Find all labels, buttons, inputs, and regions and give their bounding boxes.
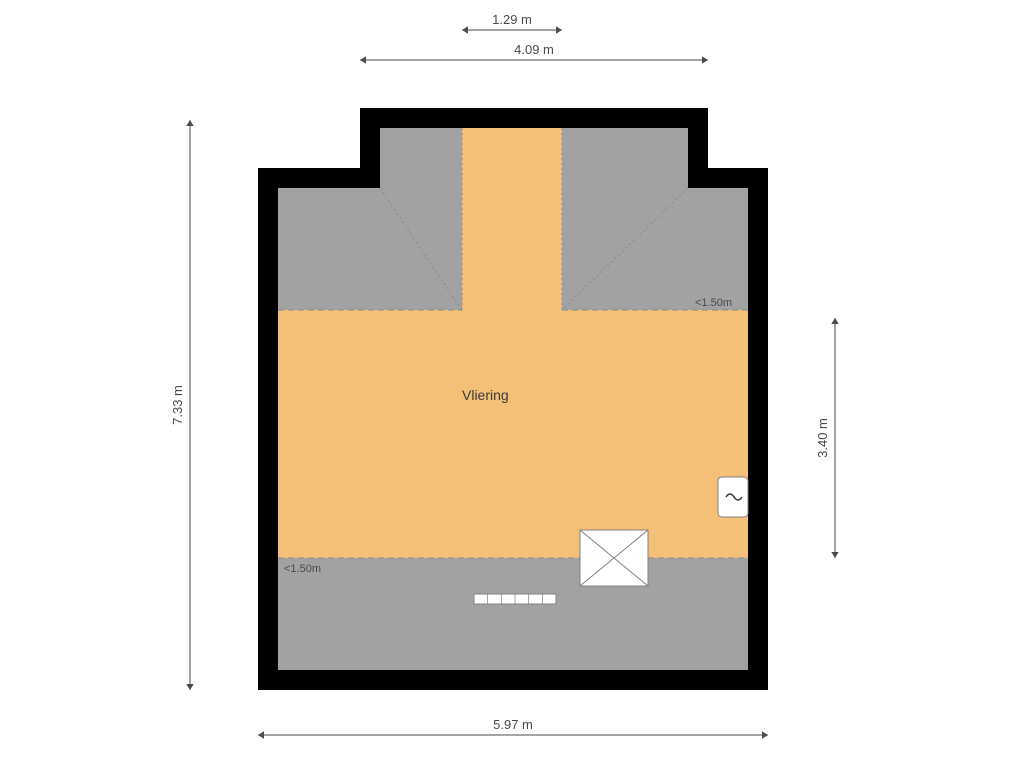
floorplan-svg: Vliering <1.50m <1.50m 1.29 m 4.09 m 7.33 m 3.…: [0, 0, 1024, 768]
dim-arrow: [556, 26, 562, 34]
dim-arrow: [831, 552, 839, 558]
ceiling-height-label: <1.50m: [695, 297, 732, 309]
dim-arrow: [762, 731, 768, 739]
dim-arrow: [462, 26, 468, 34]
room-label: Vliering: [462, 387, 509, 403]
dim-arrow: [258, 731, 264, 739]
dim-text-left: 7.33 m: [170, 385, 185, 425]
dim-text-bottom: 5.97 m: [493, 717, 533, 732]
dim-text-right: 3.40 m: [815, 418, 830, 458]
ceiling-height-label: <1.50m: [284, 563, 321, 575]
dim-text-top-wide: 4.09 m: [514, 42, 554, 57]
dim-arrow: [186, 684, 194, 690]
dim-arrow: [831, 318, 839, 324]
dim-arrow: [360, 56, 366, 64]
low-ceiling-bottom: [278, 558, 748, 670]
attic-hatch: [580, 530, 648, 586]
dim-text-top-small: 1.29 m: [492, 12, 532, 27]
corridor-top-2: [462, 128, 562, 310]
wall-unit: [718, 477, 748, 517]
radiator: [474, 594, 556, 604]
dim-arrow: [186, 120, 194, 126]
dim-arrow: [702, 56, 708, 64]
